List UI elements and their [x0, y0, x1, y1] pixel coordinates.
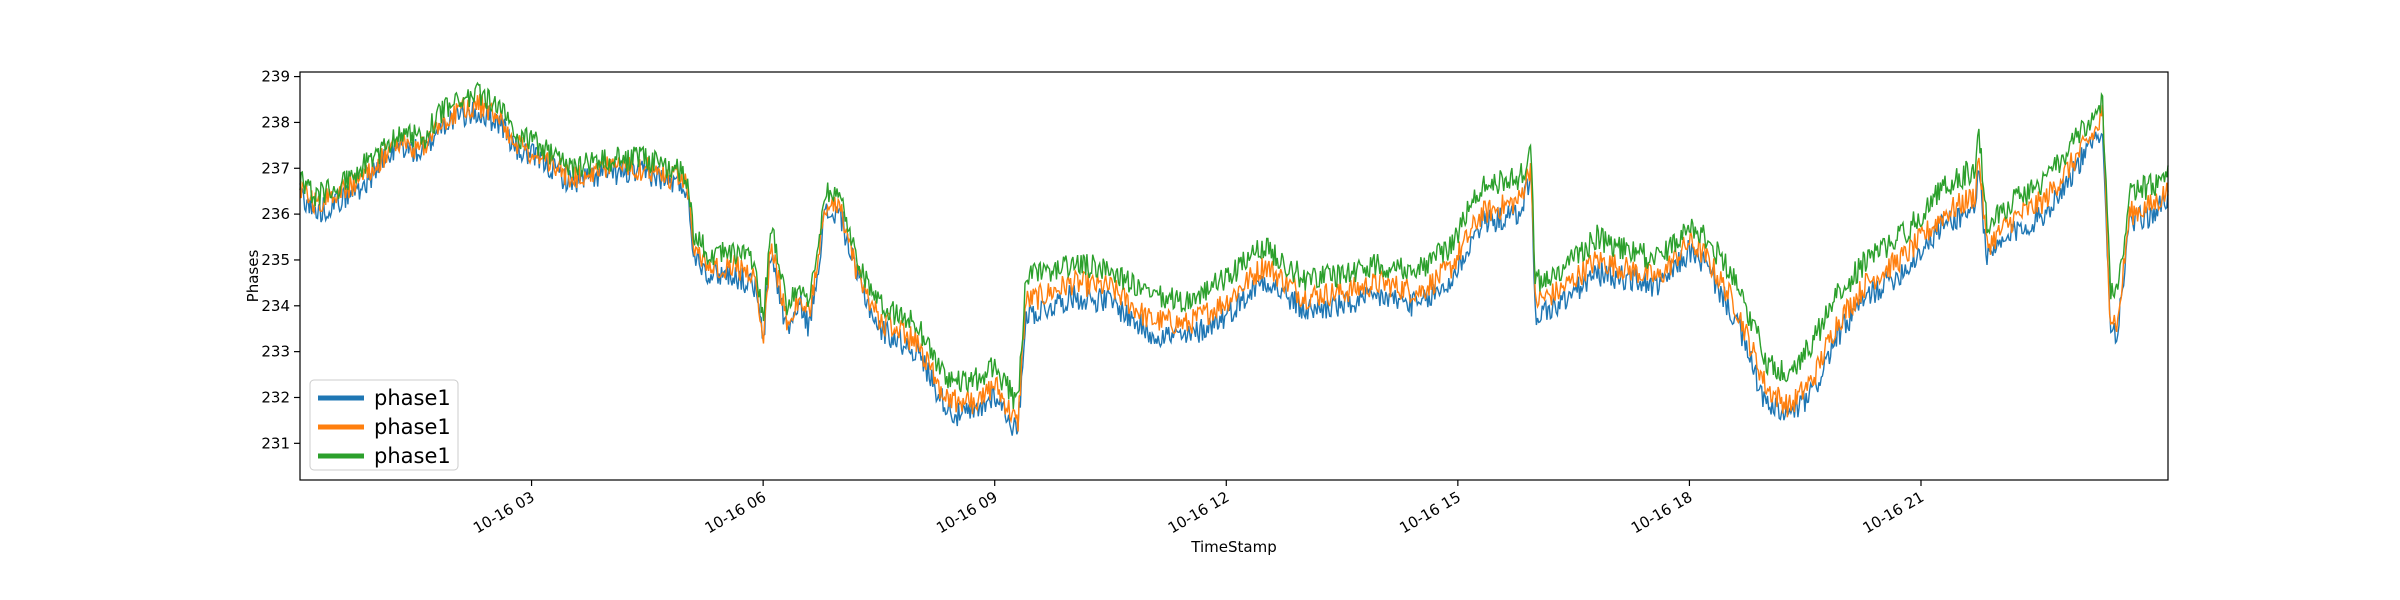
x-tick-label: 10-16 03: [470, 488, 537, 537]
y-tick-label: 239: [261, 68, 290, 86]
x-tick-label: 10-16 15: [1396, 488, 1463, 537]
y-tick-label: 234: [261, 297, 290, 315]
legend-box: [309, 379, 459, 471]
x-axis-label: TimeStamp: [1190, 538, 1276, 556]
y-tick-label: 237: [261, 159, 290, 177]
legend-label: phase1: [374, 444, 451, 468]
plot-frame: [299, 71, 2169, 481]
legend-label: phase1: [374, 386, 451, 410]
y-tick-label: 236: [261, 205, 290, 223]
y-tick-label: 233: [261, 343, 290, 361]
y-axis-ticks: 231 232 233 234 235 236 237 238 239: [261, 68, 300, 452]
y-tick-label: 235: [261, 251, 290, 269]
y-axis-label: Phases: [244, 250, 262, 303]
x-tick-label: 10-16 18: [1628, 488, 1695, 537]
series-layer: [299, 81, 2169, 436]
x-tick-label: 10-16 09: [933, 488, 1000, 537]
y-tick-label: 231: [261, 434, 290, 452]
legend: phase1 phase1 phase1: [309, 379, 459, 471]
y-tick-label: 232: [261, 388, 290, 406]
y-tick-label: 238: [261, 113, 290, 131]
x-tick-label: 10-16 12: [1165, 488, 1232, 537]
x-tick-label: 10-16 06: [702, 488, 769, 537]
series-line-3: [299, 81, 2169, 409]
x-tick-label: 10-16 21: [1860, 488, 1927, 537]
x-axis-ticks: 10-16 03 10-16 06 10-16 09 10-16 12 10-16 15…: [470, 480, 1927, 537]
legend-label: phase1: [374, 415, 451, 439]
